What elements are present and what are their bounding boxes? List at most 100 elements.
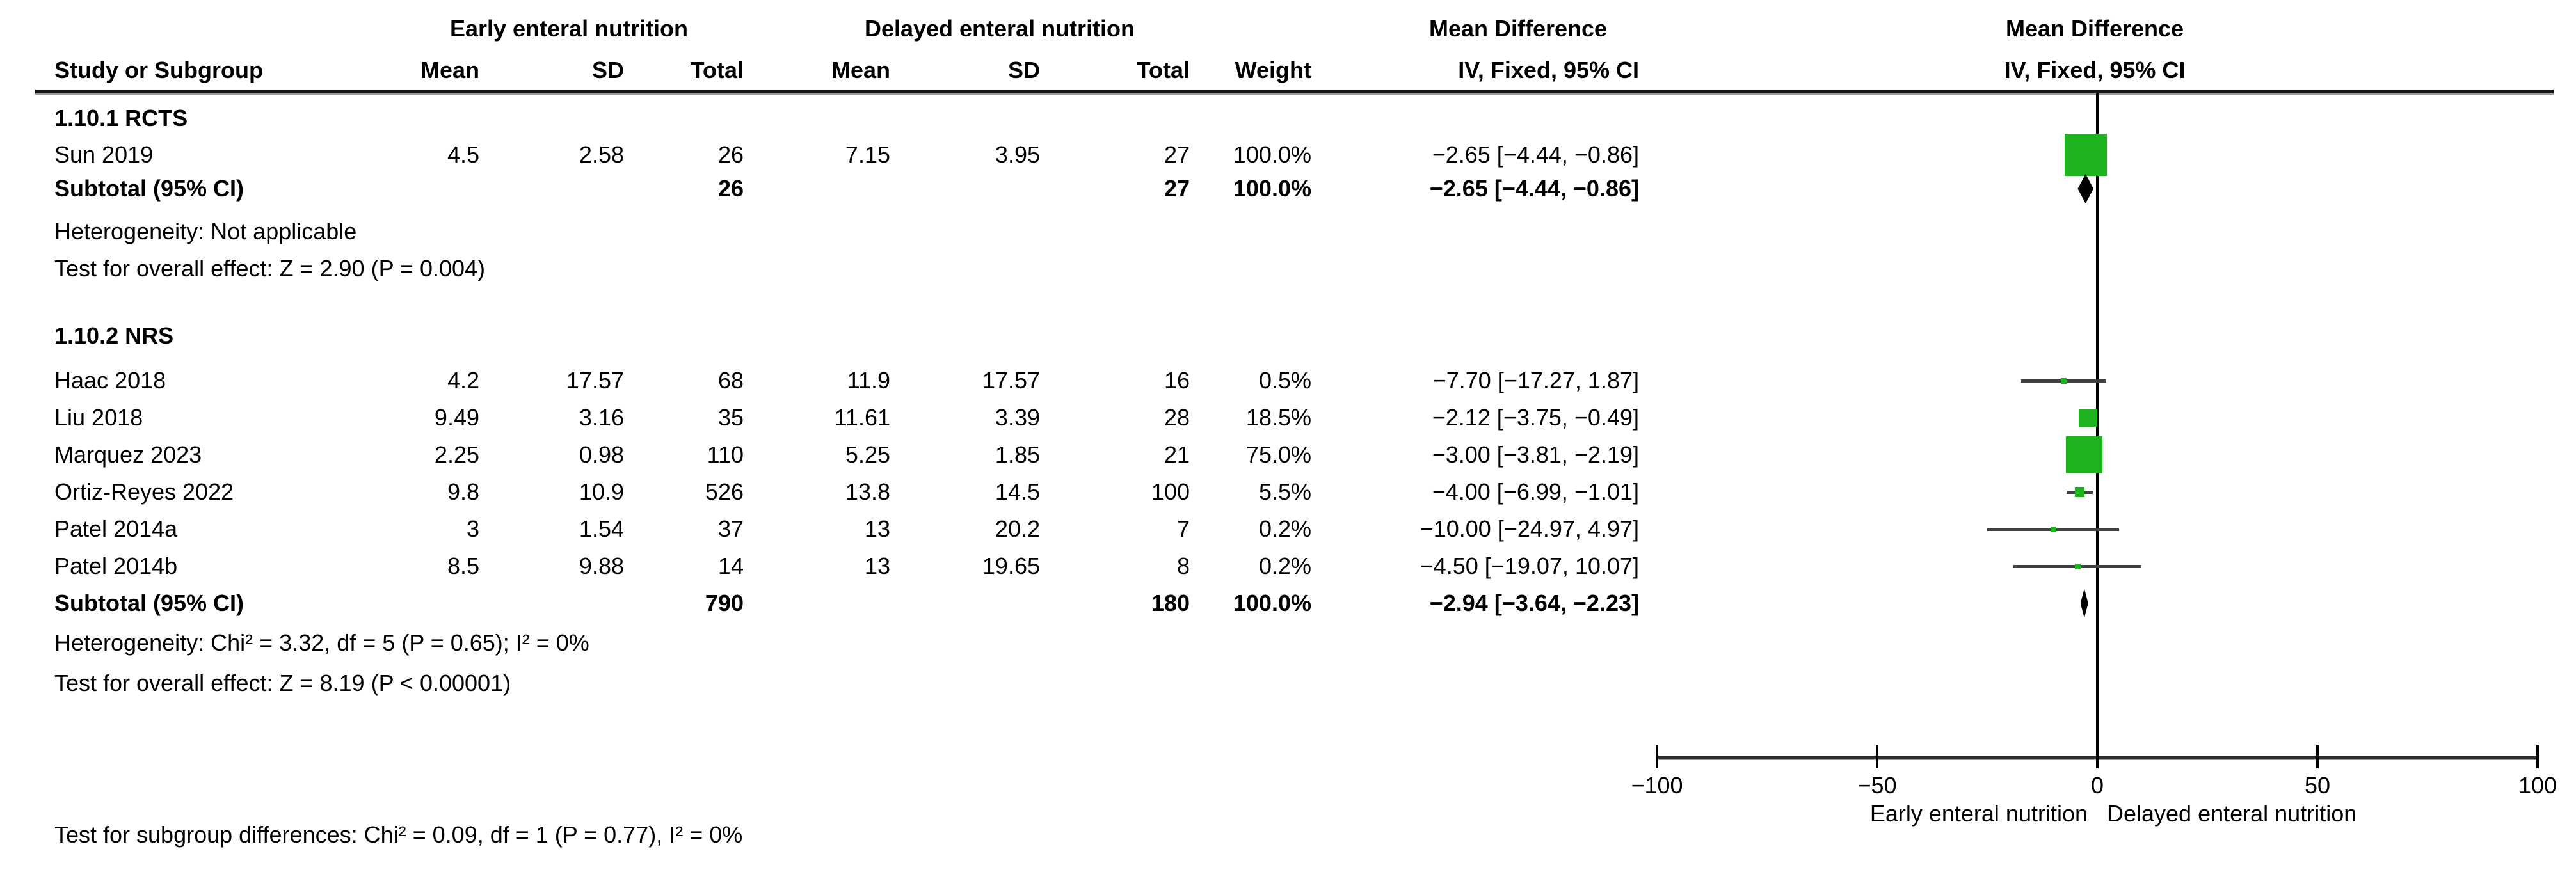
early-mean-cell: 9.8: [447, 479, 479, 505]
effect-square: [2074, 563, 2081, 569]
early-mean-cell: 4.2: [447, 367, 479, 393]
axis-tick: [1876, 745, 1878, 768]
study-name: Marquez 2023: [54, 441, 202, 468]
md-plot-header: Mean Difference: [2005, 15, 2184, 42]
early-mean-cell: 2.25: [434, 441, 479, 468]
study-name: Sun 2019: [54, 141, 154, 168]
weight-cell: 0.2%: [1258, 553, 1311, 579]
subtotal-label: Subtotal (95% CI): [54, 590, 244, 616]
study-name: Ortiz-Reyes 2022: [54, 479, 234, 505]
delayed-sd-cell: 3.95: [995, 141, 1040, 168]
early-mean-cell: 4.5: [447, 141, 479, 168]
col-header-delayed-sd: SD: [1007, 57, 1040, 83]
col-header-method: IV, Fixed, 95% CI: [1458, 57, 1639, 83]
early-sd-cell: 10.9: [579, 479, 624, 505]
col-header-delayed-total: Total: [1136, 57, 1190, 83]
delayed-sd-cell: 1.85: [995, 441, 1040, 468]
plot-header-method: IV, Fixed, 95% CI: [2004, 57, 2186, 83]
effect-square: [2074, 487, 2085, 497]
md-ci-cell: −2.12 [−3.75, −0.49]: [1432, 404, 1639, 431]
delayed-mean-cell: 11.61: [834, 404, 890, 431]
subtotal-weight-cell: 100.0%: [1233, 590, 1311, 616]
tick-label: 100: [2518, 772, 2557, 798]
early-sd-cell: 3.16: [579, 404, 624, 431]
col-header-weight: Weight: [1235, 57, 1311, 83]
md-ci-cell: −4.50 [−19.07, 10.07]: [1420, 553, 1639, 579]
zero-line: [2095, 93, 2099, 756]
delayed-total-cell: 28: [1164, 404, 1190, 431]
subtotal-md-ci-cell: −2.65 [−4.44, −0.86]: [1429, 175, 1639, 202]
weight-cell: 18.5%: [1245, 404, 1311, 431]
weight-cell: 75.0%: [1245, 441, 1311, 468]
tick-label: −50: [1857, 772, 1897, 798]
subtotal-md-ci-cell: −2.94 [−3.64, −2.23]: [1429, 590, 1639, 616]
overall-effect-text: Test for overall effect: Z = 2.90 (P = 0…: [54, 255, 486, 281]
col-header-study: Study or Subgroup: [54, 57, 263, 83]
subtotal-diamond: [2077, 174, 2094, 203]
md-ci-cell: −3.00 [−3.81, −2.19]: [1432, 441, 1639, 468]
study-name: Patel 2014b: [54, 553, 178, 579]
early-sd-cell: 2.58: [579, 141, 624, 168]
group-header-delayed: Delayed enteral nutrition: [864, 15, 1135, 42]
subtotal-diamond: [2080, 589, 2088, 618]
early-total-cell: 35: [717, 404, 744, 431]
early-sd-cell: 1.54: [579, 516, 624, 542]
effect-square: [2065, 436, 2102, 473]
delayed-mean-cell: 7.15: [845, 141, 890, 168]
weight-cell: 0.5%: [1258, 367, 1311, 393]
weight-cell: 100.0%: [1233, 141, 1311, 168]
early-sd-cell: 0.98: [579, 441, 624, 468]
subgroup-label: 1.10.1 RCTS: [54, 105, 188, 131]
early-total-cell: 37: [717, 516, 744, 542]
delayed-sd-cell: 14.5: [995, 479, 1040, 505]
study-name: Liu 2018: [54, 404, 143, 431]
axis-caption-left: Early enteral nutrition: [1869, 800, 2088, 827]
delayed-mean-cell: 13: [864, 516, 890, 542]
md-ci-cell: −4.00 [−6.99, −1.01]: [1432, 479, 1639, 505]
subtotal-weight-cell: 100.0%: [1233, 175, 1311, 202]
delayed-mean-cell: 13.8: [845, 479, 890, 505]
effect-square: [2064, 134, 2107, 176]
early-total-cell: 526: [705, 479, 744, 505]
effect-square: [2050, 526, 2056, 532]
delayed-sd-cell: 3.39: [995, 404, 1040, 431]
subtotal-early-total-cell: 790: [705, 590, 744, 616]
md-ci-cell: −2.65 [−4.44, −0.86]: [1432, 141, 1639, 168]
col-header-early-mean: Mean: [420, 57, 479, 83]
delayed-mean-cell: 5.25: [845, 441, 890, 468]
subgroup-difference-text: Test for subgroup differences: Chi² = 0.…: [54, 821, 743, 848]
weight-cell: 5.5%: [1258, 479, 1311, 505]
axis-tick: [2316, 745, 2319, 768]
subtotal-label: Subtotal (95% CI): [54, 175, 244, 202]
study-name: Patel 2014a: [54, 516, 178, 542]
effect-square: [2060, 377, 2067, 384]
early-total-cell: 68: [717, 367, 744, 393]
heterogeneity-text: Heterogeneity: Chi² = 3.32, df = 5 (P = …: [54, 630, 589, 656]
early-mean-cell: 3: [466, 516, 479, 542]
md-ci-cell: −7.70 [−17.27, 1.87]: [1432, 367, 1639, 393]
delayed-total-cell: 16: [1164, 367, 1190, 393]
effect-square: [2079, 408, 2097, 427]
delayed-total-cell: 7: [1176, 516, 1190, 542]
subtotal-delayed-total-cell: 180: [1151, 590, 1190, 616]
overall-effect-text: Test for overall effect: Z = 8.19 (P < 0…: [54, 670, 511, 696]
axis-caption-right: Delayed enteral nutrition: [2107, 800, 2357, 827]
heterogeneity-text: Heterogeneity: Not applicable: [54, 218, 357, 244]
delayed-total-cell: 27: [1164, 141, 1190, 168]
delayed-mean-cell: 11.9: [847, 367, 890, 393]
delayed-sd-cell: 17.57: [982, 367, 1040, 393]
delayed-sd-cell: 19.65: [982, 553, 1040, 579]
early-mean-cell: 8.5: [447, 553, 479, 579]
early-total-cell: 110: [707, 441, 744, 468]
subgroup-label: 1.10.2 NRS: [54, 322, 174, 349]
delayed-mean-cell: 13: [864, 553, 890, 579]
col-header-early-sd: SD: [591, 57, 624, 83]
subtotal-delayed-total-cell: 27: [1164, 175, 1190, 202]
early-mean-cell: 9.49: [434, 404, 479, 431]
md-column-header: Mean Difference: [1428, 15, 1608, 42]
col-header-delayed-mean: Mean: [831, 57, 890, 83]
tick-label: 50: [2304, 772, 2331, 798]
tick-label: −100: [1631, 772, 1683, 798]
header-rule: [35, 90, 2554, 95]
